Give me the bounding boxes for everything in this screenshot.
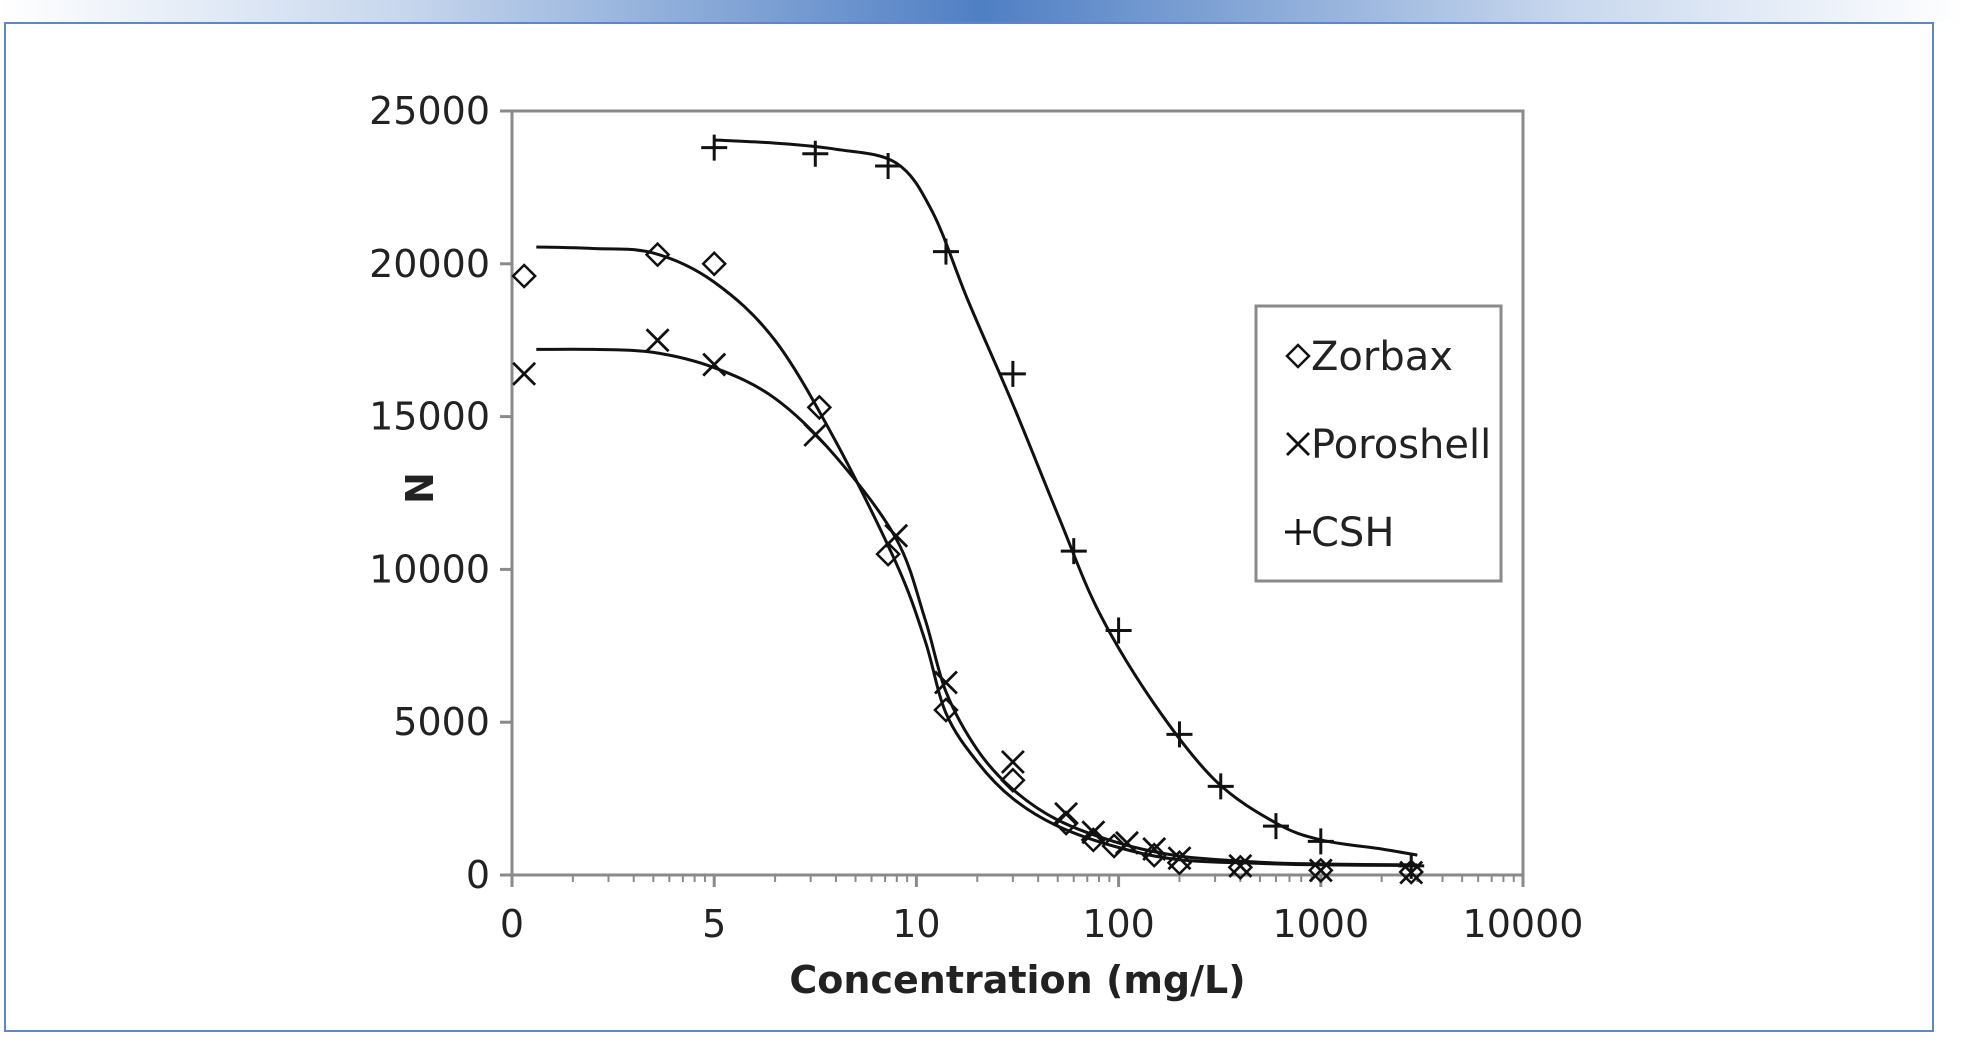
zorbax-fit-curve <box>536 245 1418 867</box>
plot-area-border <box>510 109 1525 877</box>
legend-label-zorbax: Zorbax <box>1311 334 1453 380</box>
csh-data-point <box>1060 538 1087 565</box>
csh-data-point <box>1166 721 1193 748</box>
csh-data-point <box>1262 813 1289 840</box>
zorbax-data-point <box>1227 854 1254 881</box>
zorbax-data-point <box>1166 850 1193 876</box>
csh-data-point <box>701 134 728 161</box>
poroshell-data-point <box>933 670 958 695</box>
csh-fit-curve <box>714 138 1418 857</box>
legend-marker-poroshell <box>1286 432 1310 456</box>
poroshell-data-point <box>512 361 537 386</box>
x-tick-label: 10000 <box>1463 902 1584 946</box>
legend-label-poroshell: Poroshell <box>1311 422 1491 468</box>
legend-marker-zorbax <box>1285 343 1311 369</box>
x-tick-label: 10 <box>892 902 940 946</box>
y-tick-label: 5000 <box>393 700 490 744</box>
poroshell-data-point <box>1000 749 1025 774</box>
poroshell-data-point <box>645 328 670 353</box>
poroshell-data-point <box>1114 830 1139 855</box>
poroshell-data-point <box>1054 801 1079 826</box>
poroshell-data-point <box>1167 846 1192 871</box>
csh-data-point <box>932 238 959 265</box>
y-tick-label: 20000 <box>369 242 490 286</box>
legend-marker-csh <box>1285 519 1311 545</box>
csh-data-point <box>875 153 902 180</box>
y-tick-label: 10000 <box>369 547 490 591</box>
x-tick-label: 1000 <box>1272 902 1369 946</box>
zorbax-data-point <box>701 251 727 277</box>
zorbax-data-point <box>511 263 537 289</box>
poroshell-data-point <box>1142 837 1167 862</box>
concentration-n-chart: 0 5000 10000 15000 20000 25000 0 5 10 100 1000 1000… <box>369 89 1584 1002</box>
top-decorative-bar <box>0 0 1965 22</box>
csh-data-point <box>1398 852 1425 879</box>
poroshell-data-point <box>702 352 727 377</box>
y-tick-label: 0 <box>466 853 490 897</box>
csh-data-point <box>802 140 829 167</box>
y-tick-label: 15000 <box>369 395 490 439</box>
zorbax-data-point <box>644 241 671 268</box>
poroshell-data-point <box>884 523 909 548</box>
csh-data-point <box>1207 773 1234 800</box>
zorbax-data-point <box>875 541 901 567</box>
y-tick-label: 25000 <box>369 89 490 133</box>
poroshell-data-point <box>1308 858 1333 883</box>
zorbax-data-point <box>1308 857 1334 884</box>
csh-data-point <box>999 360 1026 387</box>
zorbax-data-point <box>806 394 833 421</box>
figure-frame: 0 5000 10000 15000 20000 25000 0 5 10 100 1000 1000… <box>4 22 1934 1032</box>
csh-data-point <box>1307 828 1334 855</box>
poroshell-data-point <box>1228 853 1253 878</box>
x-tick-label: 100 <box>1082 902 1155 946</box>
poroshell-data-point <box>803 422 828 447</box>
y-axis-title: N <box>396 472 440 504</box>
x-tick-label: 0 <box>500 902 524 946</box>
zorbax-data-point <box>1398 859 1424 885</box>
poroshell-data-point <box>1081 820 1106 845</box>
csh-data-point <box>1105 617 1132 644</box>
x-axis-title: Concentration (mg/L) <box>789 958 1245 1002</box>
x-tick-label: 5 <box>702 902 726 946</box>
legend-label-csh: CSH <box>1311 510 1394 556</box>
